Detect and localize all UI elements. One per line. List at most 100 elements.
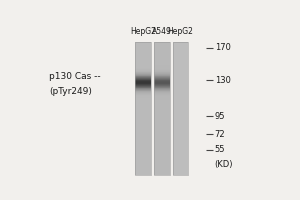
Bar [135, 165, 151, 166]
Bar [172, 157, 188, 158]
Bar [154, 48, 170, 49]
Bar [154, 165, 170, 166]
Bar [135, 118, 151, 119]
Text: HepG2: HepG2 [130, 27, 156, 36]
Bar [172, 132, 188, 133]
Text: (pTyr249): (pTyr249) [49, 87, 92, 96]
Bar [172, 102, 188, 103]
Bar [135, 123, 151, 124]
Bar [172, 98, 188, 99]
Bar [135, 120, 151, 121]
Bar [154, 55, 170, 56]
Bar [154, 96, 170, 97]
Bar [172, 159, 188, 160]
Text: A549: A549 [152, 27, 172, 36]
Bar [154, 172, 170, 173]
Bar [135, 42, 151, 175]
Bar [154, 50, 170, 51]
Bar [135, 79, 151, 80]
Bar [135, 105, 151, 106]
Bar [154, 100, 170, 101]
Bar [154, 147, 170, 148]
Bar [172, 71, 188, 72]
Bar [135, 159, 151, 160]
Bar [154, 148, 170, 149]
Bar [172, 143, 188, 144]
Bar [172, 145, 188, 146]
Bar [172, 103, 188, 104]
Bar [172, 151, 188, 152]
Bar [172, 69, 188, 70]
Bar [154, 83, 170, 84]
Bar [135, 113, 151, 114]
Bar [135, 152, 151, 153]
Bar [172, 59, 188, 60]
Bar [154, 66, 170, 67]
Bar [172, 154, 188, 155]
Bar [172, 53, 188, 54]
Bar [154, 120, 170, 121]
Bar [135, 55, 151, 56]
Bar [154, 98, 170, 99]
Bar [154, 154, 170, 155]
Bar [172, 133, 188, 134]
Bar [135, 77, 151, 78]
Bar [172, 93, 188, 94]
Bar [172, 46, 188, 47]
Bar [135, 127, 151, 128]
Bar [154, 80, 170, 81]
Bar [172, 155, 188, 156]
Bar [135, 48, 151, 49]
Bar [154, 101, 170, 102]
Bar [154, 110, 170, 111]
Bar [154, 112, 170, 113]
Bar [154, 160, 170, 161]
Bar [154, 161, 170, 162]
Bar [172, 134, 188, 135]
Bar [154, 106, 170, 107]
Bar [172, 62, 188, 63]
Bar [172, 140, 188, 141]
Bar [135, 82, 151, 83]
Bar [154, 156, 170, 157]
Bar [135, 57, 151, 58]
Bar [135, 66, 151, 67]
Bar [154, 155, 170, 156]
Bar [172, 136, 188, 137]
Bar [172, 135, 188, 136]
Bar [135, 89, 151, 90]
Bar [172, 87, 188, 88]
Bar [135, 114, 151, 115]
Bar [135, 58, 151, 59]
Bar [154, 82, 170, 83]
Bar [172, 118, 188, 119]
Bar [172, 50, 188, 51]
Bar [172, 44, 188, 45]
Bar [154, 104, 170, 105]
Bar [172, 147, 188, 148]
Bar [135, 146, 151, 147]
Bar [172, 108, 188, 109]
Bar [135, 103, 151, 104]
Bar [135, 85, 151, 86]
Bar [154, 130, 170, 131]
Text: HepG2: HepG2 [168, 27, 194, 36]
Bar [135, 111, 151, 112]
Bar [154, 127, 170, 128]
Bar [172, 52, 188, 53]
Bar [154, 153, 170, 154]
Bar [172, 89, 188, 90]
Bar [154, 69, 170, 70]
Bar [135, 145, 151, 146]
Bar [172, 74, 188, 75]
Bar [135, 116, 151, 117]
Bar [135, 46, 151, 47]
Bar [154, 136, 170, 137]
Bar [154, 151, 170, 152]
Bar [172, 100, 188, 101]
Bar [172, 88, 188, 89]
Bar [154, 118, 170, 119]
Bar [172, 117, 188, 118]
Bar [154, 79, 170, 80]
Bar [154, 81, 170, 82]
